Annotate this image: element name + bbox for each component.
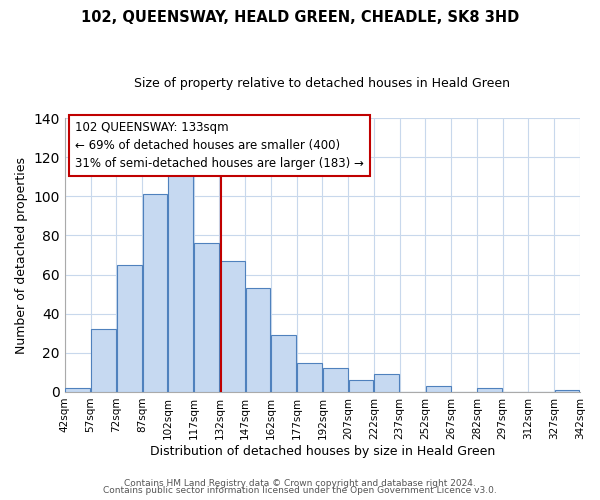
- Bar: [91, 330, 116, 392]
- Title: Size of property relative to detached houses in Heald Green: Size of property relative to detached ho…: [134, 78, 511, 90]
- Bar: [245, 288, 271, 392]
- X-axis label: Distribution of detached houses by size in Heald Green: Distribution of detached houses by size …: [150, 444, 495, 458]
- Bar: [117, 265, 142, 392]
- Bar: [169, 169, 193, 392]
- Bar: [65, 388, 90, 392]
- Bar: [143, 194, 167, 392]
- Bar: [374, 374, 399, 392]
- Bar: [555, 390, 580, 392]
- Text: 102 QUEENSWAY: 133sqm
← 69% of detached houses are smaller (400)
31% of semi-det: 102 QUEENSWAY: 133sqm ← 69% of detached …: [75, 121, 364, 170]
- Bar: [297, 362, 322, 392]
- Text: Contains public sector information licensed under the Open Government Licence v3: Contains public sector information licen…: [103, 486, 497, 495]
- Y-axis label: Number of detached properties: Number of detached properties: [15, 156, 28, 354]
- Bar: [271, 335, 296, 392]
- Bar: [349, 380, 373, 392]
- Bar: [194, 244, 219, 392]
- Bar: [220, 261, 245, 392]
- Text: 102, QUEENSWAY, HEALD GREEN, CHEADLE, SK8 3HD: 102, QUEENSWAY, HEALD GREEN, CHEADLE, SK…: [81, 10, 519, 25]
- Bar: [323, 368, 347, 392]
- Text: Contains HM Land Registry data © Crown copyright and database right 2024.: Contains HM Land Registry data © Crown c…: [124, 478, 476, 488]
- Bar: [478, 388, 502, 392]
- Bar: [426, 386, 451, 392]
